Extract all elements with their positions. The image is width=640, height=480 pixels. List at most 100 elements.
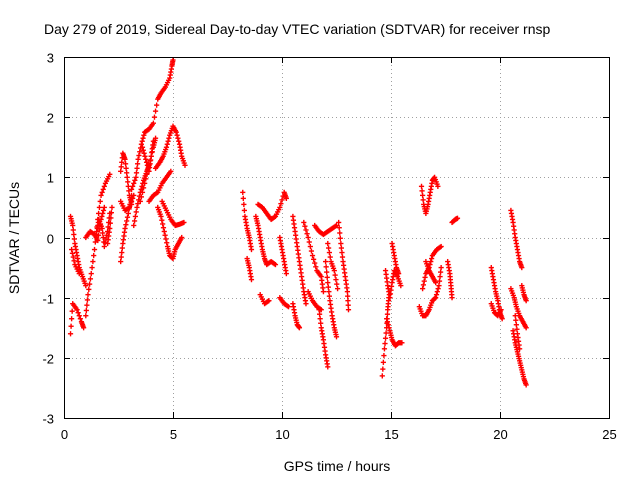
data-point <box>128 186 135 192</box>
data-point <box>344 289 350 295</box>
x-tick-label: 10 <box>275 427 289 442</box>
x-tick-label: 20 <box>493 427 507 442</box>
data-point <box>125 183 131 189</box>
data-point <box>437 274 443 280</box>
data-point <box>240 195 246 201</box>
data-point <box>96 204 103 211</box>
data-point <box>320 289 327 295</box>
data-point <box>396 271 402 277</box>
data-point <box>438 243 444 250</box>
x-axis-label: GPS time / hours <box>284 458 391 474</box>
data-point <box>435 183 441 189</box>
data-point <box>323 264 329 270</box>
data-point <box>312 260 318 266</box>
data-point <box>100 210 106 217</box>
data-point <box>127 201 134 208</box>
data-point <box>87 281 93 287</box>
data-point <box>118 254 124 260</box>
data-point <box>381 352 387 359</box>
data-point <box>144 171 150 177</box>
data-point <box>101 183 107 189</box>
data-point <box>339 249 345 256</box>
data-point <box>513 322 519 328</box>
data-point <box>334 286 341 292</box>
data-point <box>436 278 443 284</box>
data-point <box>100 186 106 192</box>
data-point <box>338 240 344 247</box>
data-point <box>69 246 75 253</box>
data-point <box>76 271 82 277</box>
data-point <box>158 213 164 220</box>
chart-title: Day 279 of 2019, Sidereal Day-to-day VTE… <box>44 21 550 37</box>
data-point <box>108 210 115 216</box>
data-point <box>100 234 106 241</box>
data-point <box>168 168 174 174</box>
data-point <box>71 236 77 242</box>
data-point <box>332 272 338 278</box>
data-point <box>164 240 170 246</box>
y-tick-label: 1 <box>47 171 54 186</box>
data-point <box>333 334 340 340</box>
data-point <box>123 222 129 228</box>
data-point <box>159 217 165 223</box>
data-point <box>68 323 74 329</box>
data-point <box>137 198 143 204</box>
data-point <box>126 204 132 211</box>
data-point <box>119 245 125 251</box>
data-point <box>382 335 389 341</box>
data-point <box>437 269 444 275</box>
data-point <box>163 144 170 150</box>
x-tick-label: 5 <box>170 427 177 442</box>
data-point <box>99 213 105 220</box>
data-point <box>266 298 272 304</box>
data-point <box>119 159 125 165</box>
data-point <box>338 245 345 251</box>
data-point <box>151 114 158 120</box>
data-point <box>69 250 76 256</box>
data-point <box>131 192 137 198</box>
data-point <box>454 215 461 221</box>
data-point <box>100 207 107 214</box>
data-point <box>136 152 142 159</box>
data-point <box>240 189 246 195</box>
data-point <box>279 197 285 203</box>
data-point <box>283 271 289 277</box>
data-point <box>337 235 343 241</box>
data-point <box>81 325 87 331</box>
data-point <box>278 201 284 207</box>
y-tick-label: 0 <box>47 232 54 247</box>
data-point <box>498 307 504 313</box>
data-point <box>133 209 139 215</box>
data-point <box>85 292 91 298</box>
data-point <box>384 319 391 325</box>
data-point <box>88 271 94 277</box>
data-point <box>143 156 149 162</box>
data-point <box>420 286 426 292</box>
data-point <box>87 276 94 282</box>
data-point <box>420 192 426 198</box>
data-point <box>514 326 520 332</box>
data-point <box>141 150 147 156</box>
data-point <box>307 243 313 250</box>
data-point <box>313 264 319 270</box>
data-point <box>512 313 518 319</box>
data-point <box>334 281 340 287</box>
data-point <box>99 189 105 195</box>
data-point <box>135 156 141 162</box>
data-point <box>83 283 89 289</box>
data-point <box>83 307 89 314</box>
data-point <box>513 317 519 323</box>
data-point <box>109 204 115 211</box>
data-point <box>302 223 308 229</box>
data-point <box>337 230 343 236</box>
data-point <box>382 340 388 347</box>
data-point <box>438 264 444 271</box>
data-point <box>326 293 333 299</box>
data-point <box>90 258 96 265</box>
data-point <box>333 222 340 229</box>
data-point <box>130 195 136 201</box>
data-point <box>140 135 146 141</box>
data-point <box>241 201 247 208</box>
data-point <box>118 164 124 170</box>
